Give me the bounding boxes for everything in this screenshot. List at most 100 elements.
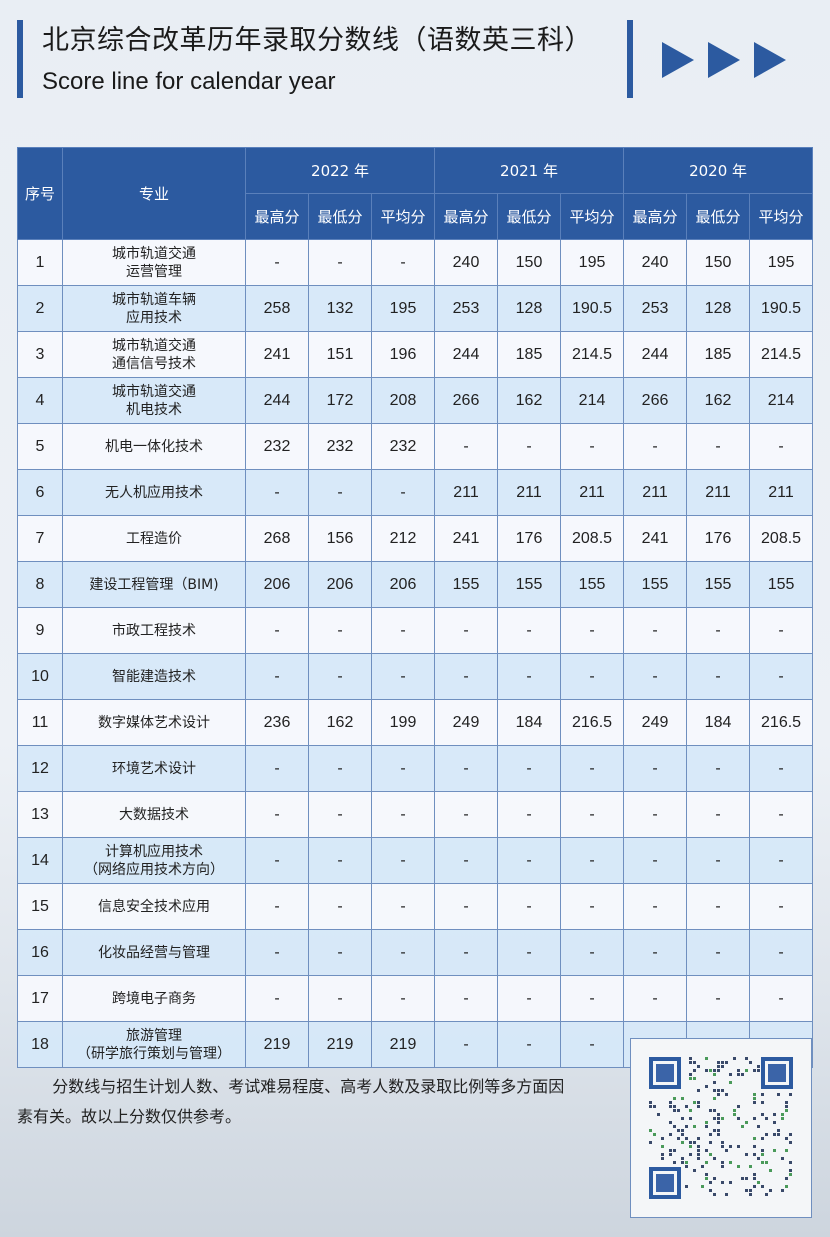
score-cell: 172	[308, 377, 372, 424]
qr-module	[681, 1161, 684, 1164]
score-cell: -	[370, 469, 436, 516]
qr-module	[753, 1173, 756, 1176]
qr-module	[773, 1149, 776, 1152]
qr-module	[713, 1117, 716, 1120]
score-cell: -	[497, 929, 562, 976]
qr-module	[653, 1105, 656, 1108]
qr-finder-core	[656, 1064, 674, 1082]
row-major: 无人机应用技术	[62, 469, 246, 516]
row-index: 5	[17, 423, 63, 470]
qr-module	[749, 1189, 752, 1192]
qr-module	[693, 1125, 696, 1128]
subheader-max: 最高分	[434, 193, 499, 240]
qr-module	[757, 1069, 760, 1072]
score-cell: 190.5	[560, 285, 625, 332]
qr-module	[705, 1085, 708, 1088]
qr-module	[741, 1177, 744, 1180]
row-major: 计算机应用技术 （网络应用技术方向）	[62, 837, 246, 884]
score-cell: 206	[308, 561, 372, 608]
score-cell: 151	[308, 331, 372, 378]
qr-module	[753, 1177, 756, 1180]
score-cell: 236	[245, 699, 309, 746]
score-cell: -	[623, 607, 688, 654]
play-arrow-icon	[754, 42, 786, 78]
qr-module	[713, 1073, 716, 1076]
score-cell: 268	[245, 515, 309, 562]
row-index: 2	[17, 285, 63, 332]
qr-module	[721, 1061, 724, 1064]
qr-module	[729, 1161, 732, 1164]
score-cell: -	[434, 929, 499, 976]
qr-module	[701, 1185, 704, 1188]
score-cell: 155	[623, 561, 688, 608]
score-cell: -	[434, 1021, 499, 1068]
row-index: 6	[17, 469, 63, 516]
score-cell: -	[370, 975, 436, 1022]
score-cell: -	[308, 929, 372, 976]
qr-module	[713, 1081, 716, 1084]
subheader-max: 最高分	[623, 193, 688, 240]
qr-finder-core	[768, 1064, 786, 1082]
row-index: 12	[17, 745, 63, 792]
score-cell: 216.5	[749, 699, 814, 746]
qr-module	[689, 1141, 692, 1144]
table-row: 4 城市轨道交通 机电技术 244 172 208 266 162 214 266 162 214	[17, 377, 814, 424]
score-cell: 128	[497, 285, 562, 332]
score-cell: -	[686, 653, 751, 700]
play-arrow-icon	[662, 42, 694, 78]
qr-module	[713, 1069, 716, 1072]
score-cell: 214.5	[560, 331, 625, 378]
qr-module	[761, 1161, 764, 1164]
score-cell: -	[370, 929, 436, 976]
score-cell: -	[245, 653, 309, 700]
qr-module	[717, 1121, 720, 1124]
score-cell: 211	[497, 469, 562, 516]
qr-module	[729, 1181, 732, 1184]
qr-module	[681, 1141, 684, 1144]
score-cell: -	[245, 469, 309, 516]
qr-module	[693, 1061, 696, 1064]
qr-module	[761, 1137, 764, 1140]
score-cell: 195	[560, 239, 625, 286]
row-major: 智能建造技术	[62, 653, 246, 700]
qr-module	[673, 1097, 676, 1100]
qr-module	[669, 1149, 672, 1152]
score-table: 序号 专业 2022 年 2021 年 2020 年 最高分 最低分 平均分 最高分最…	[17, 147, 814, 1068]
score-cell: 195	[749, 239, 814, 286]
score-cell: 244	[623, 331, 688, 378]
qr-module	[745, 1057, 748, 1060]
qr-module	[681, 1097, 684, 1100]
qr-module	[749, 1193, 752, 1196]
score-cell: -	[749, 607, 814, 654]
table-row: 2 城市轨道车辆 应用技术 258 132 195 253 128 190.5 253 128 190…	[17, 285, 814, 332]
score-cell: -	[370, 883, 436, 930]
row-major: 旅游管理 （研学旅行策划与管理）	[62, 1021, 246, 1068]
score-cell: -	[686, 745, 751, 792]
qr-module	[789, 1141, 792, 1144]
qr-module	[717, 1129, 720, 1132]
score-cell: -	[749, 929, 814, 976]
score-cell: -	[560, 837, 625, 884]
score-cell: 206	[370, 561, 436, 608]
score-cell: -	[560, 423, 625, 470]
qr-module	[693, 1141, 696, 1144]
qr-module	[721, 1065, 724, 1068]
score-cell: 155	[497, 561, 562, 608]
qr-module	[697, 1145, 700, 1148]
header-year: 2021 年	[434, 147, 625, 194]
qr-module	[769, 1189, 772, 1192]
score-cell: 206	[245, 561, 309, 608]
subheader-avg: 平均分	[560, 193, 625, 240]
row-major: 城市轨道交通 通信信号技术	[62, 331, 246, 378]
qr-module	[717, 1093, 720, 1096]
qr-module	[693, 1077, 696, 1080]
qr-module	[745, 1121, 748, 1124]
score-cell: 219	[370, 1021, 436, 1068]
qr-module	[661, 1137, 664, 1140]
score-cell: -	[749, 791, 814, 838]
qr-module	[785, 1101, 788, 1104]
score-cell: 241	[434, 515, 499, 562]
score-cell: 216.5	[560, 699, 625, 746]
qr-module	[685, 1165, 688, 1168]
score-cell: -	[623, 837, 688, 884]
